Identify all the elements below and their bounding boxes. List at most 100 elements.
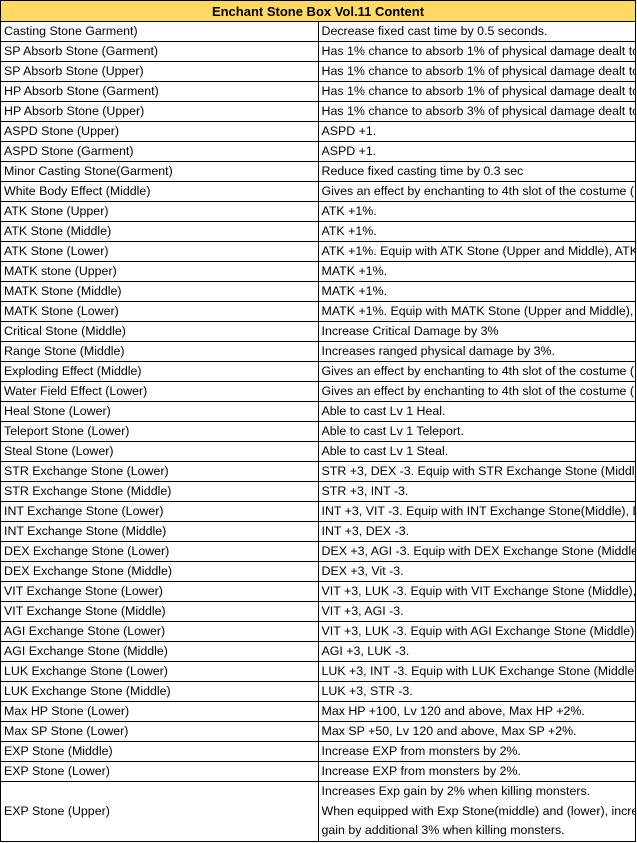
table-row: Exploding Effect (Middle) Gives an effect… — [0, 361, 636, 382]
stone-effect-cell: INT +3, DEX -3. — [317, 521, 636, 542]
table-row: AGI Exchange Stone (Middle) AGI +3, LUK -… — [0, 641, 636, 662]
stone-effect-cell: Increase Critical Damage by 3% — [317, 321, 636, 342]
table-row: LUK Exchange Stone (Lower) LUK +3, INT -3… — [0, 661, 636, 682]
stone-name-cell: White Body Effect (Middle) — [0, 181, 319, 202]
stone-effect-cell: DEX +3, Vit -3. — [317, 561, 636, 582]
stone-name-cell: SP Absorb Stone (Garment) — [0, 41, 319, 62]
stone-effect-cell: ASPD +1. — [317, 141, 636, 162]
stone-name-cell: Minor Casting Stone(Garment) — [0, 161, 319, 182]
table-row: Critical Stone (Middle) Increase Critical… — [0, 321, 636, 342]
stone-effect-cell: VIT +3, LUK -3. Equip with VIT Exchange … — [317, 581, 636, 602]
stone-name-cell: Casting Stone Garment) — [0, 21, 319, 42]
stone-name-cell: Max HP Stone (Lower) — [0, 701, 319, 722]
table-row: HP Absorb Stone (Upper) Has 1% chance to … — [0, 101, 636, 122]
stone-name-cell: HP Absorb Stone (Upper) — [0, 101, 319, 122]
table-row: VIT Exchange Stone (Lower) VIT +3, LUK -3… — [0, 581, 636, 602]
table-row: Casting Stone Garment) Decrease fixed cas… — [0, 21, 636, 42]
stone-effect-cell: VIT +3, AGI -3. — [317, 601, 636, 622]
stone-effect-cell: Gives an effect by enchanting to 4th slo… — [317, 361, 636, 382]
stone-name-cell: Steal Stone (Lower) — [0, 441, 319, 462]
stone-effect-cell: ATK +1%. — [317, 221, 636, 242]
stone-effect-cell: Able to cast Lv 1 Heal. — [317, 401, 636, 422]
table-row: Minor Casting Stone(Garment) Reduce fixed… — [0, 161, 636, 182]
stone-effect-cell: MATK +1%. Equip with MATK Stone (Upper a… — [317, 301, 636, 322]
table-row: Teleport Stone (Lower) Able to cast Lv 1 … — [0, 421, 636, 442]
table-row: Max HP Stone (Lower) Max HP +100, Lv 120 … — [0, 701, 636, 722]
stone-effect-cell: LUK +3, INT -3. Equip with LUK Exchange … — [317, 661, 636, 682]
stone-name-cell: Critical Stone (Middle) — [0, 321, 319, 342]
table-row: MATK Stone (Middle) MATK +1%. — [0, 281, 636, 302]
stone-effect-cell: Gives an effect by enchanting to 4th slo… — [317, 181, 636, 202]
table-row: DEX Exchange Stone (Lower) DEX +3, AGI -3… — [0, 541, 636, 562]
stone-name-cell: ATK Stone (Middle) — [0, 221, 319, 242]
table-row: ATK Stone (Upper) ATK +1%. — [0, 201, 636, 222]
stone-effect-cell: LUK +3, STR -3. — [317, 681, 636, 702]
stone-name-cell: LUK Exchange Stone (Middle) — [0, 681, 319, 702]
stone-name-cell: DEX Exchange Stone (Middle) — [0, 561, 319, 582]
table-row: LUK Exchange Stone (Middle) LUK +3, STR -… — [0, 681, 636, 702]
table-row: HP Absorb Stone (Garment) Has 1% chance t… — [0, 81, 636, 102]
stone-name-cell: ASPD Stone (Upper) — [0, 121, 319, 142]
stone-name-cell: EXP Stone (Lower) — [0, 761, 319, 782]
stone-name-cell: AGI Exchange Stone (Lower) — [0, 621, 319, 642]
stone-name-cell: LUK Exchange Stone (Lower) — [0, 661, 319, 682]
effect-line: When equipped with Exp Stone(middle) and… — [321, 803, 635, 818]
stone-effect-cell: MATK +1%. — [317, 261, 636, 282]
stone-effect-cell: Decrease fixed cast time by 0.5 seconds. — [317, 21, 636, 42]
table-row: SP Absorb Stone (Upper) Has 1% chance to … — [0, 61, 636, 82]
table-row: INT Exchange Stone (Middle) INT +3, DEX -… — [0, 521, 636, 542]
stone-name-cell: AGI Exchange Stone (Middle) — [0, 641, 319, 662]
stone-name-cell: Range Stone (Middle) — [0, 341, 319, 362]
stone-name-cell: EXP Stone (Upper) — [0, 781, 319, 842]
stone-effect-cell: Able to cast Lv 1 Steal. — [317, 441, 636, 462]
stone-name-cell: MATK stone (Upper) — [0, 261, 319, 282]
table-row: EXP Stone (Lower) Increase EXP from monst… — [0, 761, 636, 782]
stone-name-cell: STR Exchange Stone (Lower) — [0, 461, 319, 482]
table-row: STR Exchange Stone (Middle) STR +3, INT -… — [0, 481, 636, 502]
stone-name-cell: INT Exchange Stone (Lower) — [0, 501, 319, 522]
stone-name-cell: ATK Stone (Upper) — [0, 201, 319, 222]
stone-effect-cell: Increases ranged physical damage by 3%. — [317, 341, 636, 362]
effect-line: gain by additional 3% when killing monst… — [321, 823, 565, 837]
table-row: STR Exchange Stone (Lower) STR +3, DEX -3… — [0, 461, 636, 482]
table-row: Max SP Stone (Lower) Max SP +50, Lv 120 a… — [0, 721, 636, 742]
stone-effect-cell: Able to cast Lv 1 Teleport. — [317, 421, 636, 442]
stone-name-cell: STR Exchange Stone (Middle) — [0, 481, 319, 502]
table-row: Steal Stone (Lower) Able to cast Lv 1 Ste… — [0, 441, 636, 462]
table-row: ATK Stone (Lower) ATK +1%. Equip with ATK… — [0, 241, 636, 262]
stone-name-cell: Teleport Stone (Lower) — [0, 421, 319, 442]
stone-name-cell: VIT Exchange Stone (Middle) — [0, 601, 319, 622]
stone-effect-cell: DEX +3, AGI -3. Equip with DEX Exchange … — [317, 541, 636, 562]
stone-effect-cell: Increases Exp gain by 2% when killing mo… — [317, 781, 636, 842]
table-row: MATK stone (Upper) MATK +1%. — [0, 261, 636, 282]
stone-effect-cell: Has 1% chance to absorb 1% of physical d… — [317, 41, 636, 62]
stone-effect-cell: VIT +3, LUK -3. Equip with AGI Exchange … — [317, 621, 636, 642]
table-row: White Body Effect (Middle) Gives an effec… — [0, 181, 636, 202]
stone-name-cell: ASPD Stone (Garment) — [0, 141, 319, 162]
table-title: Enchant Stone Box Vol.11 Content — [0, 0, 636, 22]
table-row: ASPD Stone (Upper) ASPD +1. — [0, 121, 636, 142]
stone-effect-cell: INT +3, VIT -3. Equip with INT Exchange … — [317, 501, 636, 522]
stone-effect-cell: Max HP +100, Lv 120 and above, Max HP +2… — [317, 701, 636, 722]
table-row: VIT Exchange Stone (Middle) VIT +3, AGI -… — [0, 601, 636, 622]
stone-effect-cell: AGI +3, LUK -3. — [317, 641, 636, 662]
table-row: Range Stone (Middle) Increases ranged phy… — [0, 341, 636, 362]
stone-name-cell: HP Absorb Stone (Garment) — [0, 81, 319, 102]
stone-effect-cell: MATK +1%. — [317, 281, 636, 302]
stone-name-cell: ATK Stone (Lower) — [0, 241, 319, 262]
stone-name-cell: INT Exchange Stone (Middle) — [0, 521, 319, 542]
table-row: Heal Stone (Lower) Able to cast Lv 1 Heal… — [0, 401, 636, 422]
stone-name-cell: VIT Exchange Stone (Lower) — [0, 581, 319, 602]
stone-name-cell: Max SP Stone (Lower) — [0, 721, 319, 742]
stone-effect-cell: ATK +1%. — [317, 201, 636, 222]
stone-effect-cell: Increase EXP from monsters by 2%. — [317, 741, 636, 762]
stone-name-cell: DEX Exchange Stone (Lower) — [0, 541, 319, 562]
effect-line: Increases Exp gain by 2% when killing mo… — [321, 784, 591, 798]
table-row: EXP Stone (Upper) Increases Exp gain by 2… — [0, 781, 636, 842]
stone-effect-cell: STR +3, DEX -3. Equip with STR Exchange … — [317, 461, 636, 482]
table-row: SP Absorb Stone (Garment) Has 1% chance t… — [0, 41, 636, 62]
stone-effect-cell: Reduce fixed casting time by 0.3 sec — [317, 161, 636, 182]
stone-effect-cell: Has 1% chance to absorb 1% of physical d… — [317, 81, 636, 102]
table-header-row: Enchant Stone Box Vol.11 Content — [0, 0, 636, 22]
